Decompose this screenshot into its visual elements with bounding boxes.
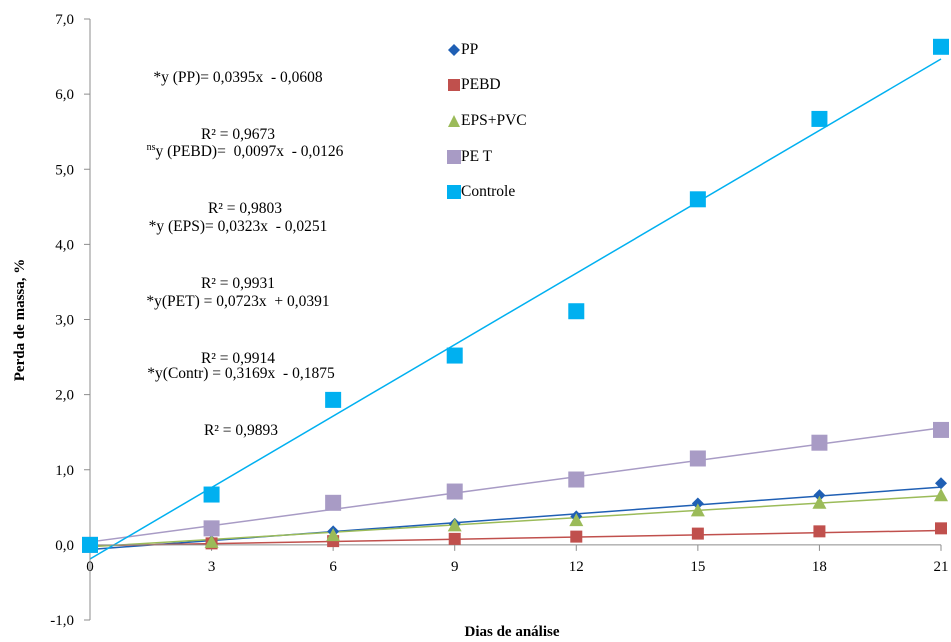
point-pe-t <box>203 520 220 537</box>
square-marker-icon <box>447 185 461 200</box>
point-pe-t <box>446 483 463 500</box>
legend-label-pet: PE T <box>461 148 493 165</box>
y-tick-label: 2,0 <box>55 388 74 404</box>
legend-item-pp: PP <box>447 40 478 60</box>
point-controle <box>811 110 828 127</box>
y-tick-label: 1,0 <box>55 463 74 479</box>
point-eps-pvc <box>447 518 462 532</box>
equation-eps-r2: R² = 0,9931 <box>200 275 276 292</box>
trendline-controle <box>89 58 942 560</box>
point-pe-t <box>325 494 342 511</box>
point-pe-t <box>811 434 828 451</box>
equation-pebd: nsy (PEBD)= 0,0097x - 0,0126 R² = 0,9803 <box>115 100 375 237</box>
trendline-layer <box>89 58 942 560</box>
point-eps-pvc <box>934 488 948 502</box>
square-marker-icon <box>447 150 461 165</box>
x-tick-label: 0 <box>86 559 94 575</box>
point-eps-pvc <box>569 513 584 527</box>
legend-item-pet: PE T <box>447 147 492 167</box>
equation-eps-line: *y (EPS)= 0,0323x - 0,0251 <box>148 218 328 235</box>
equation-eps: *y (EPS)= 0,0323x - 0,0251 R² = 0,9931 <box>118 179 358 312</box>
marker-layer <box>82 38 949 553</box>
equation-pebd-line: nsy (PEBD)= 0,0097x - 0,0126 <box>115 138 375 161</box>
point-eps-pvc <box>690 503 705 517</box>
point-pebd <box>935 522 947 535</box>
point-pebd <box>448 532 461 545</box>
point-pe-t <box>689 450 706 467</box>
x-tick-label: 9 <box>451 559 459 575</box>
point-pp <box>813 489 826 502</box>
legend-item-pebd: PEBD <box>447 75 501 95</box>
point-pebd <box>570 530 583 543</box>
y-tick-label: 0,0 <box>55 538 74 554</box>
x-tick-label: 3 <box>208 559 216 575</box>
y-axis-title: Perda de massa, % <box>12 259 28 382</box>
equation-pp-r2: R² = 0,9673 <box>200 126 276 143</box>
x-tick-label: 6 <box>329 559 337 575</box>
equation-pebd-text: y (PEBD)= 0,0097x - 0,0126 <box>155 143 344 160</box>
equation-pet-line: *y(PET) = 0,0723x + 0,0391 <box>146 293 330 310</box>
point-controle <box>933 38 949 55</box>
y-tick-label: 6,0 <box>55 87 74 103</box>
equation-pet: *y(PET) = 0,0723x + 0,0391 R² = 0,9914 <box>118 254 358 387</box>
legend-item-controle: Controle <box>447 182 515 202</box>
y-tick-label: -1,0 <box>50 613 74 629</box>
y-tick-label: 3,0 <box>55 313 74 329</box>
point-controle <box>689 191 706 208</box>
point-eps-pvc <box>326 528 341 542</box>
y-tick-label: 7,0 <box>55 12 74 28</box>
x-tick-label: 12 <box>569 559 584 575</box>
point-pebd <box>691 527 704 540</box>
point-controle <box>325 391 342 408</box>
point-pe-t <box>568 471 585 488</box>
y-tick-label: 5,0 <box>55 162 74 178</box>
point-controle <box>446 347 463 364</box>
triangle-marker-icon <box>448 115 460 128</box>
x-tick-label: 21 <box>934 559 949 575</box>
equation-pp: *y (PP)= 0,0395x - 0,0608 R² = 0,9673 <box>118 30 358 163</box>
point-controle <box>568 303 585 320</box>
x-axis-title: Dias de análise <box>464 624 559 640</box>
trendline-eps-pvc <box>89 495 942 548</box>
legend-item-eps: EPS+PVC <box>447 111 527 131</box>
diamond-marker-icon <box>448 44 460 57</box>
point-pebd <box>813 525 826 538</box>
point-pp <box>935 477 947 490</box>
axes-layer: -1,0 0,0 1,0 2,0 3,0 4,0 5,0 6,0 7,0 0 3 6 9 12 15 18 21 <box>50 12 948 629</box>
point-controle <box>82 536 98 553</box>
legend-label-eps: EPS+PVC <box>461 112 527 129</box>
equation-controle: *y(Contr) = 0,3169x - 0,1875 R² = 0,9893 <box>110 326 372 459</box>
point-eps-pvc <box>204 534 219 548</box>
equation-pp-line: *y (PP)= 0,0395x - 0,0608 <box>153 69 323 86</box>
square-marker-icon <box>448 79 460 92</box>
point-pe-t <box>933 421 949 438</box>
x-tick-label: 18 <box>812 559 827 575</box>
equation-controle-r2: R² = 0,9893 <box>203 422 279 439</box>
equation-controle-line: *y(Contr) = 0,3169x - 0,1875 <box>147 365 335 382</box>
legend-label-controle: Controle <box>461 183 516 200</box>
equation-pebd-r2: R² = 0,9803 <box>207 200 283 217</box>
trendline-pe-t <box>89 427 942 543</box>
legend-label-pp: PP <box>461 41 479 58</box>
point-controle <box>203 486 220 503</box>
equation-pebd-sup: ns <box>146 142 156 153</box>
point-eps-pvc <box>812 495 827 509</box>
trendline-pebd <box>89 529 942 547</box>
x-tick-label: 15 <box>690 559 705 575</box>
y-tick-label: 4,0 <box>55 237 74 253</box>
trendline-pp <box>89 486 942 551</box>
equation-pet-r2: R² = 0,9914 <box>200 350 276 367</box>
legend-label-pebd: PEBD <box>461 76 501 93</box>
